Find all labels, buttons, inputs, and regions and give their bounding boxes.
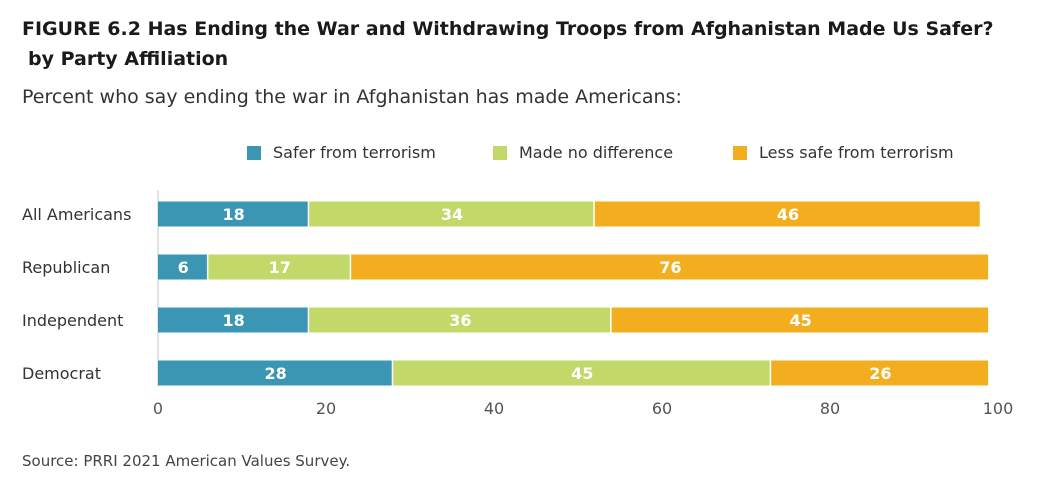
legend-swatch-safer — [247, 145, 261, 160]
data-label: 45 — [571, 364, 593, 383]
bar-segment — [208, 254, 350, 280]
x-tick-label: 80 — [820, 399, 840, 418]
source-note: Source: PRRI 2021 American Values Survey… — [22, 452, 351, 470]
bar-segment — [309, 201, 594, 227]
data-label: 45 — [789, 311, 811, 330]
chart-title: FIGURE 6.2 Has Ending the War and Withdr… — [22, 14, 1022, 74]
data-label: 18 — [222, 311, 244, 330]
category-label: Republican — [22, 258, 110, 277]
category-label: Independent — [22, 311, 123, 330]
category-label: All Americans — [22, 205, 131, 224]
category-label: Democrat — [22, 364, 101, 383]
legend-item-no-difference: Made no difference — [493, 143, 673, 162]
bar-segment — [158, 360, 392, 386]
data-label: 46 — [777, 205, 799, 224]
data-label: 18 — [222, 205, 244, 224]
bar-chart: All Americans 18 34 46 Republican 6 17 76 Indepe… — [22, 190, 1014, 418]
bar-segment — [393, 360, 770, 386]
bar-segment — [611, 307, 989, 333]
x-tick-label: 0 — [153, 399, 163, 418]
bar-segment — [158, 254, 207, 280]
legend-item-less-safe: Less safe from terrorism — [733, 143, 954, 162]
data-label: 28 — [264, 364, 286, 383]
x-tick-label: 20 — [316, 399, 336, 418]
data-label: 34 — [441, 205, 463, 224]
title-line-1: FIGURE 6.2 Has Ending the War and Withdr… — [22, 18, 994, 40]
chart-subtitle: Percent who say ending the war in Afghan… — [22, 86, 682, 108]
legend-label-less-safe: Less safe from terrorism — [759, 143, 954, 162]
legend-label-safer: Safer from terrorism — [273, 143, 436, 162]
x-tick-label: 100 — [983, 399, 1014, 418]
legend-swatch-less-safe — [733, 145, 747, 160]
bar-segment — [158, 307, 308, 333]
data-label: 6 — [178, 258, 189, 277]
data-label: 17 — [269, 258, 291, 277]
x-tick-label: 60 — [652, 399, 672, 418]
legend-item-safer: Safer from terrorism — [247, 143, 436, 162]
legend: Safer from terrorism Made no difference … — [0, 143, 1037, 169]
bar-segment — [771, 360, 989, 386]
data-label: 76 — [659, 258, 681, 277]
data-label: 36 — [449, 311, 471, 330]
bar-segment — [158, 201, 308, 227]
data-label: 26 — [869, 364, 891, 383]
title-line-2: by Party Affiliation — [28, 48, 229, 70]
bar-segment — [351, 254, 989, 280]
bar-segment — [594, 201, 980, 227]
legend-label-no-difference: Made no difference — [519, 143, 674, 162]
bar-segment — [309, 307, 611, 333]
legend-swatch-no-difference — [493, 145, 507, 160]
x-tick-label: 40 — [484, 399, 504, 418]
